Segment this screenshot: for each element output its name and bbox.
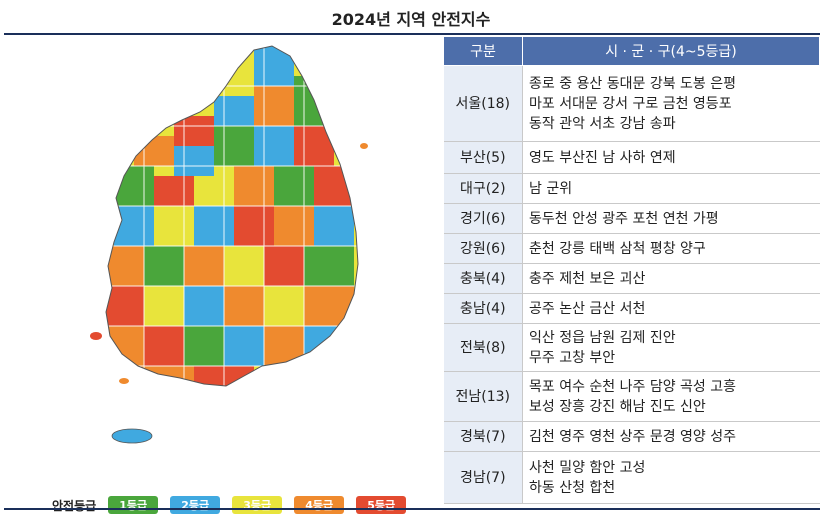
legend-grade-3: 3등급 bbox=[232, 496, 283, 514]
districts-line: 보성 장흥 강진 해남 진도 신안 bbox=[529, 398, 706, 415]
island-shape bbox=[90, 332, 102, 340]
districts-line: 춘천 강릉 태백 삼척 평창 양구 bbox=[529, 240, 706, 257]
region-cell: 서울(18) bbox=[443, 65, 523, 142]
table-row: 전남(13) 목포 여수 순천 나주 담양 곡성 고흥 보성 장흥 강진 해남 … bbox=[443, 371, 820, 422]
districts-line: 영도 부산진 남 사하 연제 bbox=[529, 149, 676, 166]
legend-grade-1: 1등급 bbox=[108, 496, 159, 514]
districts-cell: 익산 정읍 남원 김제 진안 무주 고창 부안 bbox=[522, 323, 820, 372]
districts-cell: 종로 중 용산 동대문 강북 도봉 은평 마포 서대문 강서 구로 금천 영등포… bbox=[522, 65, 820, 142]
legend-grade-4: 4등급 bbox=[294, 496, 345, 514]
districts-line: 동두천 안성 광주 포천 연천 가평 bbox=[529, 210, 719, 227]
districts-line: 종로 중 용산 동대문 강북 도봉 은평 bbox=[529, 75, 737, 92]
safety-map-panel: 안전등급 1등급 2등급 3등급 4등급 5등급 bbox=[4, 36, 441, 514]
table-row: 충북(4) 충주 제천 보은 괴산 bbox=[443, 263, 820, 294]
bottom-rule bbox=[4, 508, 820, 510]
districts-cell: 춘천 강릉 태백 삼척 평창 양구 bbox=[522, 233, 820, 264]
region-cell: 강원(6) bbox=[443, 233, 523, 264]
districts-cell: 공주 논산 금산 서천 bbox=[522, 293, 820, 324]
table-row: 서울(18) 종로 중 용산 동대문 강북 도봉 은평 마포 서대문 강서 구로… bbox=[443, 65, 820, 142]
top-rule bbox=[4, 33, 820, 35]
table-row: 강원(6) 춘천 강릉 태백 삼척 평창 양구 bbox=[443, 233, 820, 264]
table-row: 경남(7) 사천 밀양 함안 고성 하동 산청 합천 bbox=[443, 451, 820, 504]
safety-grade-legend: 안전등급 1등급 2등급 3등급 4등급 5등급 bbox=[52, 496, 418, 514]
region-cell: 전남(13) bbox=[443, 371, 523, 422]
region-cell: 충북(4) bbox=[443, 263, 523, 294]
region-cell: 충남(4) bbox=[443, 293, 523, 324]
districts-cell: 동두천 안성 광주 포천 연천 가평 bbox=[522, 203, 820, 234]
districts-cell: 충주 제천 보은 괴산 bbox=[522, 263, 820, 294]
districts-cell: 사천 밀양 함안 고성 하동 산청 합천 bbox=[522, 451, 820, 504]
districts-line: 하동 산청 합천 bbox=[529, 479, 616, 496]
districts-cell: 목포 여수 순천 나주 담양 곡성 고흥 보성 장흥 강진 해남 진도 신안 bbox=[522, 371, 820, 422]
district-grade-table: 구분 시 · 군 · 구(4~5등급) 서울(18) 종로 중 용산 동대문 강… bbox=[443, 36, 820, 504]
korea-safety-map bbox=[90, 45, 368, 444]
legend-grade-5: 5등급 bbox=[356, 496, 407, 514]
districts-line: 무주 고창 부안 bbox=[529, 349, 616, 366]
header-districts: 시 · 군 · 구(4~5등급) bbox=[522, 36, 820, 66]
districts-line: 마포 서대문 강서 구로 금천 영등포 bbox=[529, 95, 732, 112]
districts-line: 사천 밀양 함안 고성 bbox=[529, 459, 646, 476]
legend-grade-2: 2등급 bbox=[170, 496, 221, 514]
map-regions bbox=[106, 46, 358, 386]
districts-cell: 영도 부산진 남 사하 연제 bbox=[522, 141, 820, 174]
region-cell: 대구(2) bbox=[443, 173, 523, 204]
table-row: 경기(6) 동두천 안성 광주 포천 연천 가평 bbox=[443, 203, 820, 234]
region-cell: 경기(6) bbox=[443, 203, 523, 234]
page-title: 2024년 지역 안전지수 bbox=[331, 10, 491, 29]
districts-cell: 김천 영주 영천 상주 문경 영양 성주 bbox=[522, 421, 820, 452]
jeju-island bbox=[111, 428, 153, 444]
districts-line: 남 군위 bbox=[529, 180, 573, 197]
districts-line: 충주 제천 보은 괴산 bbox=[529, 270, 646, 287]
header-category: 구분 bbox=[443, 36, 523, 66]
districts-line: 동작 관악 서초 강남 송파 bbox=[529, 115, 676, 132]
region-cell: 경북(7) bbox=[443, 421, 523, 452]
island-shape bbox=[360, 143, 368, 149]
region-cell: 경남(7) bbox=[443, 451, 523, 504]
table-row: 전북(8) 익산 정읍 남원 김제 진안 무주 고창 부안 bbox=[443, 323, 820, 372]
districts-cell: 남 군위 bbox=[522, 173, 820, 204]
region-cell: 전북(8) bbox=[443, 323, 523, 372]
island-shape bbox=[119, 378, 129, 384]
districts-line: 김천 영주 영천 상주 문경 영양 성주 bbox=[529, 428, 737, 445]
table-header-row: 구분 시 · 군 · 구(4~5등급) bbox=[443, 36, 820, 66]
table-row: 충남(4) 공주 논산 금산 서천 bbox=[443, 293, 820, 324]
region-cell: 부산(5) bbox=[443, 141, 523, 174]
districts-line: 익산 정읍 남원 김제 진안 bbox=[529, 329, 676, 346]
table-row: 경북(7) 김천 영주 영천 상주 문경 영양 성주 bbox=[443, 421, 820, 452]
table-row: 대구(2) 남 군위 bbox=[443, 173, 820, 204]
districts-line: 공주 논산 금산 서천 bbox=[529, 300, 646, 317]
table-row: 부산(5) 영도 부산진 남 사하 연제 bbox=[443, 141, 820, 174]
legend-title: 안전등급 bbox=[52, 498, 97, 513]
districts-line: 목포 여수 순천 나주 담양 곡성 고흥 bbox=[529, 378, 737, 395]
